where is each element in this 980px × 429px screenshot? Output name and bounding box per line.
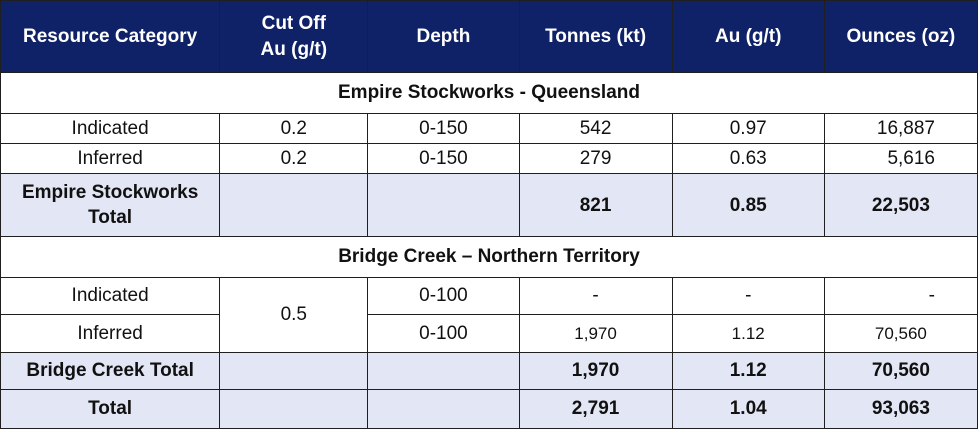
- ounces-cell: 5,616: [823, 143, 979, 174]
- ounces-cell: 70,560: [823, 352, 979, 390]
- cutoff-cell: 0.2: [219, 113, 369, 144]
- grand-total-row: Total 2,791 1.04 93,063: [0, 389, 979, 429]
- ounces-cell: 70,560: [823, 314, 979, 353]
- category-cell: Indicated: [0, 277, 221, 315]
- depth-cell: 0-150: [367, 143, 520, 174]
- ounces-cell: 22,503: [823, 173, 979, 237]
- header-cutoff-line1: Cut Off: [261, 12, 326, 34]
- depth-cell: 0-100: [367, 314, 520, 353]
- table-row: Indicated 0.2 0-150 542 0.97 16,887: [0, 113, 979, 144]
- tonnes-cell: 2,791: [518, 389, 673, 429]
- subtotal-row-bridge-creek: Bridge Creek Total 1,970 1.12 70,560: [0, 352, 979, 390]
- header-ounces: Ounces (oz): [823, 0, 979, 73]
- category-cell: Indicated: [0, 113, 221, 144]
- cutoff-cell: 0.2: [219, 143, 369, 174]
- empty-cell: [367, 389, 520, 429]
- section-header-empire: Empire Stockworks - Queensland: [0, 72, 978, 114]
- header-cutoff: Cut Off Au (g/t): [219, 0, 369, 73]
- tonnes-cell: 279: [518, 143, 673, 174]
- total-label-cell: Empire Stockworks Total: [0, 173, 221, 237]
- subtotal-row-empire: Empire Stockworks Total 821 0.85 22,503: [0, 173, 979, 237]
- au-cell: 0.63: [671, 143, 825, 174]
- header-cutoff-line2: Au (g/t): [260, 38, 328, 60]
- table-row: Indicated 0.5 0-100 - - -: [0, 277, 979, 353]
- section-title: Bridge Creek – Northern Territory: [0, 236, 978, 278]
- category-cell: Inferred: [0, 143, 221, 174]
- ounces-cell: 93,063: [823, 389, 979, 429]
- au-cell: 1.12: [671, 352, 825, 390]
- empty-cell: [367, 352, 520, 390]
- header-resource-category: Resource Category: [0, 0, 221, 73]
- au-cell: -: [671, 277, 825, 315]
- cutoff-cell: 0.5: [219, 277, 369, 353]
- depth-cell: 0-100: [367, 277, 520, 315]
- tonnes-cell: 821: [518, 173, 673, 237]
- header-depth: Depth: [367, 0, 520, 73]
- total-label-cell: Total: [0, 389, 221, 429]
- au-cell: 0.85: [671, 173, 825, 237]
- ounces-cell: -: [823, 277, 979, 315]
- empty-cell: [219, 352, 369, 390]
- table-row: Inferred 0.2 0-150 279 0.63 5,616: [0, 143, 979, 174]
- ounces-cell: 16,887: [823, 113, 979, 144]
- header-au: Au (g/t): [671, 0, 825, 73]
- table-row: Inferred 0-100 1,970 1.12 70,560: [0, 314, 979, 353]
- header-row: Resource Category Cut Off Au (g/t) Depth…: [0, 0, 979, 73]
- section-title: Empire Stockworks - Queensland: [0, 72, 978, 114]
- au-cell: 1.12: [671, 314, 825, 353]
- total-label-line1: Empire Stockworks: [21, 182, 199, 203]
- empty-cell: [219, 173, 369, 237]
- empty-cell: [367, 173, 520, 237]
- tonnes-cell: 1,970: [518, 352, 673, 390]
- empty-cell: [219, 389, 369, 429]
- depth-cell: 0-150: [367, 113, 520, 144]
- section-header-bridge-creek: Bridge Creek – Northern Territory: [0, 236, 978, 278]
- total-label-cell: Bridge Creek Total: [0, 352, 221, 390]
- au-cell: 0.97: [671, 113, 825, 144]
- header-tonnes: Tonnes (kt): [518, 0, 673, 73]
- category-cell: Inferred: [0, 314, 221, 353]
- tonnes-cell: 542: [518, 113, 673, 144]
- au-cell: 1.04: [671, 389, 825, 429]
- total-label-line2: Total: [88, 207, 133, 228]
- tonnes-cell: -: [518, 277, 673, 315]
- tonnes-cell: 1,970: [518, 314, 673, 353]
